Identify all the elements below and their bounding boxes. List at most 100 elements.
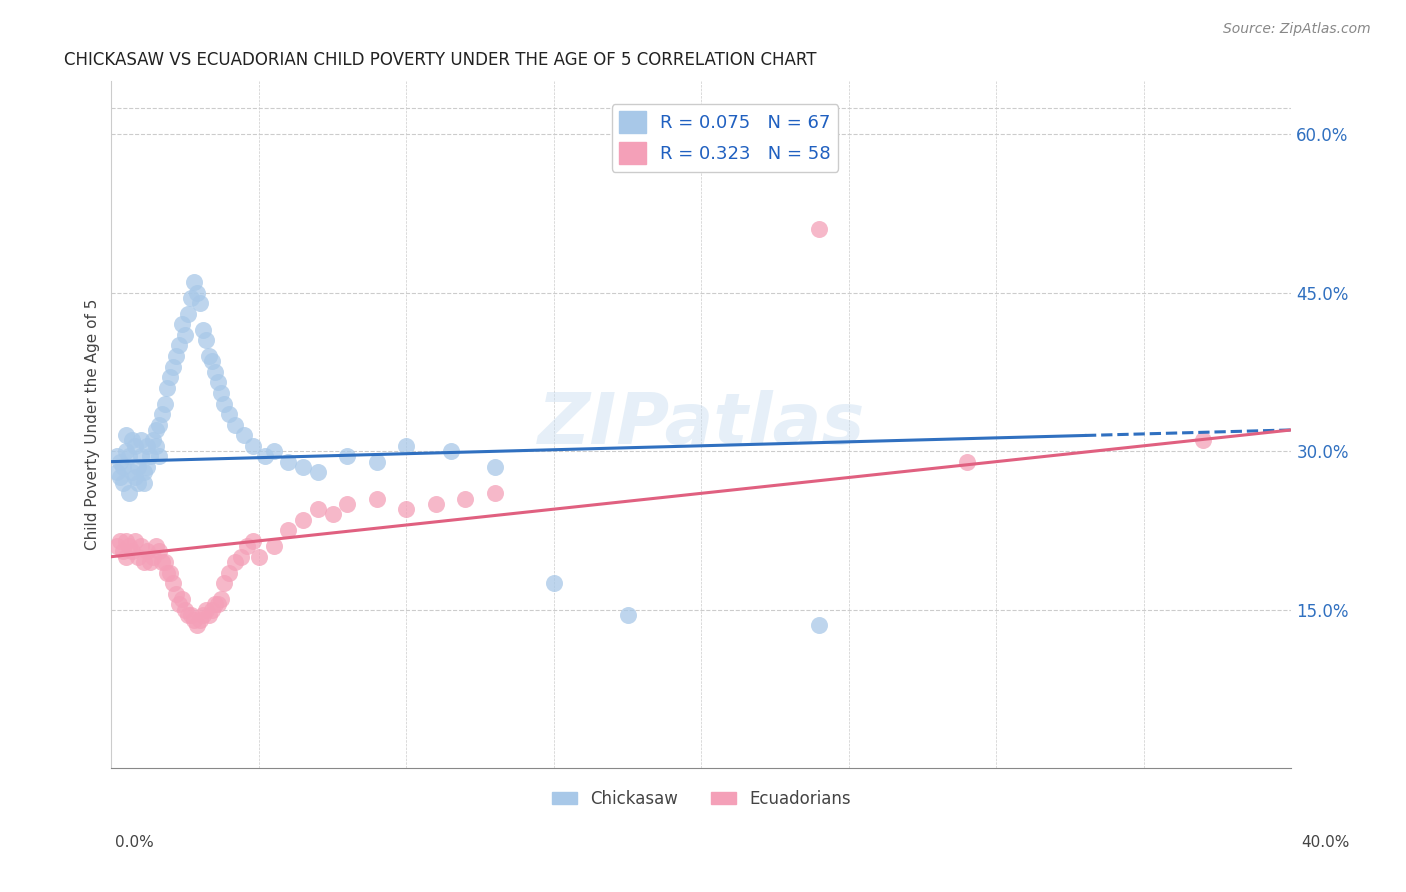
Point xyxy=(277,455,299,469)
Point xyxy=(183,275,205,289)
Point xyxy=(177,307,200,321)
Point xyxy=(121,434,143,448)
Point xyxy=(167,597,190,611)
Point xyxy=(277,523,299,537)
Point xyxy=(139,450,162,464)
Point xyxy=(124,470,146,484)
Point xyxy=(105,465,128,479)
Point xyxy=(132,555,155,569)
Text: Source: ZipAtlas.com: Source: ZipAtlas.com xyxy=(1223,22,1371,37)
Point xyxy=(167,338,190,352)
Text: CHICKASAW VS ECUADORIAN CHILD POVERTY UNDER THE AGE OF 5 CORRELATION CHART: CHICKASAW VS ECUADORIAN CHILD POVERTY UN… xyxy=(65,51,817,69)
Point xyxy=(233,428,256,442)
Point xyxy=(165,349,187,363)
Point xyxy=(336,497,359,511)
Y-axis label: Child Poverty Under the Age of 5: Child Poverty Under the Age of 5 xyxy=(86,299,100,550)
Point xyxy=(105,539,128,553)
Point xyxy=(201,354,224,368)
Point xyxy=(263,444,285,458)
Point xyxy=(197,349,219,363)
Point xyxy=(201,602,224,616)
Point xyxy=(191,322,214,336)
Point xyxy=(322,508,344,522)
Point xyxy=(242,439,264,453)
Point xyxy=(307,465,329,479)
Point xyxy=(218,407,240,421)
Point xyxy=(186,285,208,300)
Point xyxy=(145,423,167,437)
Point xyxy=(110,533,132,548)
Point xyxy=(247,549,270,564)
Point xyxy=(172,318,194,332)
Point xyxy=(174,327,197,342)
Text: 0.0%: 0.0% xyxy=(115,836,155,850)
Point xyxy=(135,544,157,558)
Point xyxy=(209,386,232,401)
Point xyxy=(209,591,232,606)
Point xyxy=(336,450,359,464)
Point xyxy=(115,549,138,564)
Point xyxy=(124,439,146,453)
Point xyxy=(132,475,155,490)
Point xyxy=(454,491,477,506)
Point xyxy=(115,444,138,458)
Point xyxy=(115,428,138,442)
Point xyxy=(425,497,447,511)
Point xyxy=(1192,434,1215,448)
Point xyxy=(159,370,181,384)
Point xyxy=(127,459,149,474)
Point xyxy=(112,544,135,558)
Text: 40.0%: 40.0% xyxy=(1302,836,1350,850)
Point xyxy=(172,591,194,606)
Point xyxy=(135,439,157,453)
Point xyxy=(139,555,162,569)
Point xyxy=(191,607,214,622)
Point xyxy=(292,459,315,474)
Point xyxy=(292,513,315,527)
Text: ZIPatlas: ZIPatlas xyxy=(537,390,865,459)
Point xyxy=(129,450,152,464)
Point xyxy=(105,450,128,464)
Legend: Chickasaw, Ecuadorians: Chickasaw, Ecuadorians xyxy=(546,783,858,814)
Point xyxy=(231,549,253,564)
Point xyxy=(188,613,211,627)
Point xyxy=(110,470,132,484)
Point xyxy=(236,539,259,553)
Point xyxy=(148,417,170,432)
Point xyxy=(110,455,132,469)
Point xyxy=(142,549,165,564)
Point xyxy=(121,465,143,479)
Point xyxy=(135,459,157,474)
Point xyxy=(212,396,235,410)
Point xyxy=(150,555,173,569)
Point xyxy=(159,566,181,580)
Point xyxy=(484,486,506,500)
Point xyxy=(121,544,143,558)
Point xyxy=(127,475,149,490)
Point xyxy=(118,539,141,553)
Point xyxy=(180,607,202,622)
Point xyxy=(543,576,565,591)
Point xyxy=(366,491,388,506)
Point xyxy=(148,450,170,464)
Point xyxy=(616,607,638,622)
Point xyxy=(112,459,135,474)
Point xyxy=(366,455,388,469)
Point xyxy=(207,597,229,611)
Point xyxy=(484,459,506,474)
Point xyxy=(148,544,170,558)
Point xyxy=(129,434,152,448)
Point xyxy=(808,222,831,236)
Point xyxy=(242,533,264,548)
Point xyxy=(127,549,149,564)
Point xyxy=(197,607,219,622)
Point xyxy=(156,381,179,395)
Point xyxy=(186,618,208,632)
Point xyxy=(174,602,197,616)
Point xyxy=(207,376,229,390)
Point xyxy=(956,455,979,469)
Point xyxy=(224,417,246,432)
Point xyxy=(263,539,285,553)
Point xyxy=(118,450,141,464)
Point xyxy=(218,566,240,580)
